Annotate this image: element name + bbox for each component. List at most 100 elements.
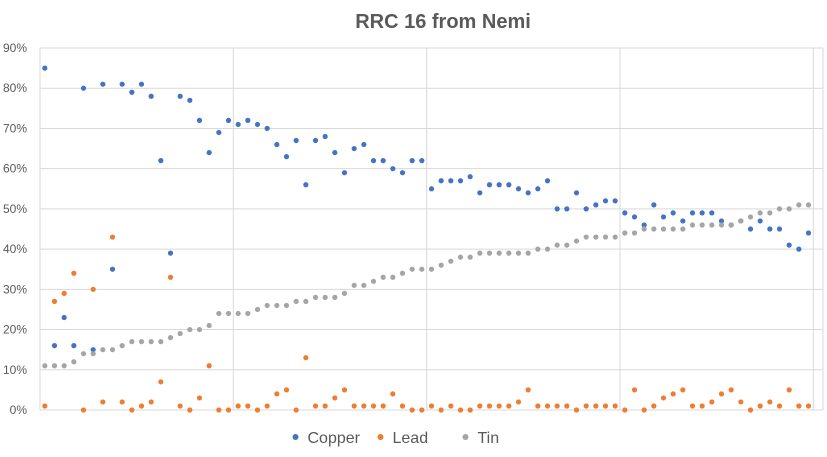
tin-point	[274, 302, 280, 309]
lead-point	[535, 403, 541, 409]
lead-point	[593, 403, 599, 409]
lead-point	[71, 270, 77, 276]
tin-point	[293, 298, 299, 304]
copper-point	[805, 230, 812, 236]
copper-point	[448, 178, 454, 184]
lead-point	[235, 403, 241, 409]
copper-point	[351, 145, 357, 152]
lead-point	[583, 403, 589, 409]
lead-point	[409, 407, 415, 413]
tin-point	[80, 351, 87, 357]
tin-point	[419, 266, 425, 272]
copper-point	[341, 170, 348, 176]
copper-point	[467, 174, 473, 180]
tin-point	[544, 246, 551, 252]
y-tick-label: 0%	[10, 403, 28, 417]
tin-point	[554, 242, 560, 248]
tin-point	[428, 266, 435, 272]
series-tin	[42, 202, 812, 369]
y-axis-ticks: 0% 10% 20% 30% 40% 50% 60% 70% 80% 90%	[3, 41, 27, 417]
tin-point	[699, 222, 705, 228]
tin-point	[312, 294, 319, 300]
copper-point	[206, 149, 212, 156]
tin-point	[796, 202, 802, 208]
copper-point	[177, 93, 183, 99]
lead-point	[332, 395, 338, 401]
data-points	[42, 65, 812, 413]
copper-point	[380, 158, 386, 164]
lead-point	[467, 407, 473, 413]
tin-point	[583, 234, 589, 240]
copper-point	[786, 242, 792, 248]
tin-point	[738, 218, 744, 224]
lead-point	[274, 391, 280, 397]
tin-point	[728, 222, 734, 228]
tin-point	[593, 234, 599, 240]
tin-point	[438, 262, 444, 268]
lead-point	[709, 399, 715, 405]
lead-point	[680, 387, 686, 393]
copper-point	[506, 182, 512, 188]
copper-point	[718, 218, 725, 224]
tin-point	[390, 274, 396, 280]
copper-point	[303, 182, 309, 188]
y-tick-label: 20%	[3, 323, 27, 337]
copper-point	[312, 137, 319, 144]
tin-point	[564, 242, 570, 248]
lead-point	[42, 403, 48, 409]
tin-point	[254, 306, 261, 313]
tin-point	[399, 270, 406, 276]
lead-point	[100, 399, 106, 405]
lead-point	[245, 403, 251, 409]
copper-point	[544, 178, 551, 184]
series-lead	[42, 234, 812, 413]
lead-point	[399, 403, 406, 409]
copper-point	[119, 81, 125, 87]
lead-point	[216, 407, 222, 413]
tin-point	[641, 226, 647, 232]
tin-point	[477, 250, 483, 256]
lead-point	[370, 403, 377, 409]
lead-point	[109, 234, 116, 240]
copper-point	[602, 198, 609, 204]
copper-point	[409, 158, 415, 164]
lead-point	[564, 403, 570, 409]
tin-point	[303, 298, 309, 304]
tin-point	[515, 250, 522, 256]
tin-point	[90, 351, 96, 357]
lead-point	[544, 403, 551, 409]
lead-point	[51, 298, 58, 304]
legend-marker-lead	[377, 434, 384, 440]
tin-point	[61, 363, 67, 369]
tin-point	[129, 339, 135, 345]
lead-point	[612, 403, 618, 409]
copper-point	[583, 206, 589, 212]
lead-point	[167, 274, 174, 280]
lead-point	[206, 363, 212, 369]
tin-point	[177, 330, 183, 337]
copper-point	[370, 158, 377, 164]
legend: Copper Lead Tin	[292, 430, 499, 447]
copper-point	[564, 206, 570, 212]
copper-point	[71, 343, 77, 349]
lead-point	[622, 407, 628, 413]
lead-point	[602, 403, 609, 409]
y-tick-label: 40%	[3, 242, 27, 256]
lead-point	[283, 387, 290, 393]
tin-point	[51, 363, 58, 369]
copper-point	[709, 210, 715, 216]
copper-point	[167, 250, 174, 256]
tin-point	[660, 226, 667, 232]
tin-point	[167, 335, 174, 341]
tin-point	[467, 254, 473, 260]
copper-point	[699, 210, 705, 216]
copper-point	[419, 158, 425, 164]
lead-point	[129, 407, 135, 413]
y-tick-label: 60%	[3, 162, 27, 176]
lead-point	[187, 407, 193, 413]
lead-point	[477, 403, 483, 409]
tin-point	[786, 206, 792, 212]
copper-point	[496, 182, 502, 188]
tin-point	[670, 226, 676, 232]
